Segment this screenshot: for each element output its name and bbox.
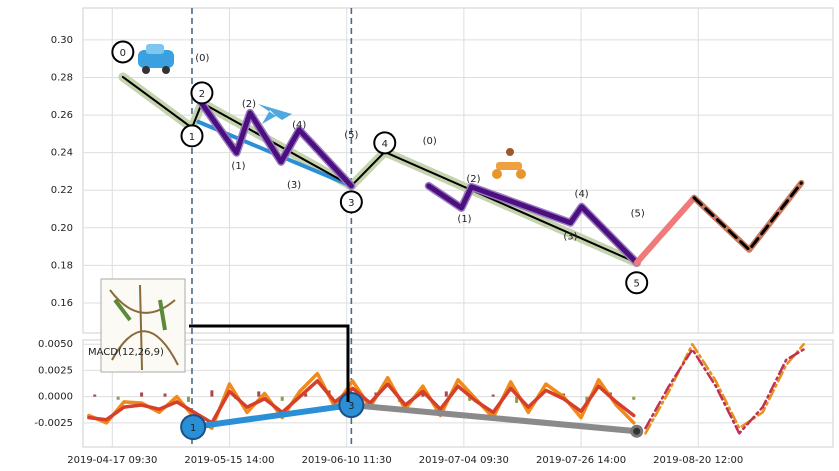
- x-tick-label: 2019-07-26 14:00: [536, 455, 626, 466]
- histogram-bar: [632, 396, 636, 400]
- macd-label: MACD(12,26,9): [88, 347, 164, 358]
- inset-image: [100, 278, 186, 373]
- histogram-bar: [280, 396, 284, 401]
- macd-line: [644, 342, 805, 435]
- wave-label: 5: [634, 279, 640, 290]
- histogram-bar: [444, 391, 448, 397]
- histogram-bar: [210, 390, 214, 397]
- wave-label: (0): [423, 136, 437, 147]
- x-tick-label: 2019-07-04 09:30: [419, 455, 509, 466]
- y-tick-label: 0.18: [51, 260, 73, 271]
- macd-line: [87, 379, 636, 425]
- wave-circle: [180, 124, 204, 148]
- x-tick-label: 2019-06-10 11:30: [302, 455, 392, 466]
- primary-wave: [121, 75, 638, 264]
- sub-wave: [426, 183, 640, 266]
- x-tick-label: 2019-05-15 14:00: [184, 455, 274, 466]
- histogram-bar: [515, 396, 519, 403]
- icons: [138, 44, 526, 179]
- y-tick-label: 0.0025: [38, 365, 73, 376]
- grid-layer: 0.30 0.28 0.26 0.24 0.22 0.20 0.18 0.16 0.0050 0.…: [34, 8, 833, 466]
- histogram-bar: [304, 393, 308, 397]
- histogram-bar: [186, 396, 190, 402]
- macd-wave: [348, 402, 640, 435]
- end-dot: [630, 424, 644, 438]
- forecast-dash: [692, 181, 803, 252]
- wave-circle: [338, 392, 365, 419]
- y-tick-label: 0.16: [51, 298, 73, 309]
- wave-circle: [180, 414, 207, 441]
- wave-label: 1: [190, 423, 196, 434]
- y-tick-label: 0.24: [51, 148, 73, 159]
- wave-label: (5): [631, 209, 645, 220]
- histogram-bar: [468, 396, 472, 401]
- wave-label: (4): [292, 120, 306, 131]
- macd-panel: [82, 339, 834, 448]
- wave-label: (0): [195, 53, 209, 64]
- price-panel: [82, 7, 834, 334]
- histogram-bar: [116, 396, 120, 400]
- wave-circle: [339, 190, 363, 214]
- wave-label: 4: [382, 139, 388, 150]
- wave-label: (1): [231, 161, 245, 172]
- wave-label: 3: [348, 401, 354, 412]
- wave-label: 2: [199, 89, 205, 100]
- wave-label: (2): [466, 174, 480, 185]
- wave-circle: [111, 40, 135, 64]
- y-tick-label: 0.0050: [38, 339, 73, 350]
- wave-label: (1): [457, 214, 471, 225]
- wave-label: 3: [348, 198, 354, 209]
- forecast-wave: [633, 194, 698, 266]
- y-tick-label: 0.28: [51, 73, 73, 84]
- macd-wave: [190, 402, 355, 431]
- connector: [189, 324, 350, 402]
- sub-wave: [198, 100, 354, 189]
- y-tick-label: 0.0000: [38, 392, 73, 403]
- wave-label: (5): [344, 130, 358, 141]
- histogram-bar: [491, 394, 495, 397]
- wave-label: (2): [242, 99, 256, 110]
- y-tick-label: 0.22: [51, 185, 73, 196]
- histogram-bar: [585, 396, 589, 402]
- histogram-bar: [257, 391, 261, 397]
- y-tick-label: 0.26: [51, 110, 73, 121]
- y-tick-label: -0.0025: [34, 418, 73, 429]
- wave-circle: [625, 271, 649, 295]
- x-tick-label: 2019-08-20 12:00: [653, 455, 743, 466]
- histogram-bar: [93, 394, 97, 397]
- wave-label: (3): [287, 180, 301, 191]
- wave-label: (3): [563, 232, 577, 243]
- wave-circle: [190, 81, 214, 105]
- mark-layer: 0 1 2 3 4 5 (0) (1) (2) (3) (4) (5) (0) (1) (2) (3) (4) (…: [87, 8, 805, 447]
- y-tick-label: 0.30: [51, 35, 73, 46]
- wave-circle: [373, 131, 397, 155]
- wave-label: 1: [189, 132, 195, 143]
- x-tick-label: 2019-04-17 09:30: [67, 455, 157, 466]
- histogram-bar: [421, 393, 425, 397]
- histogram-bar: [163, 393, 167, 397]
- wave-label: (4): [575, 189, 589, 200]
- macd-line: [644, 348, 805, 435]
- y-tick-label: 0.20: [51, 223, 73, 234]
- histogram-bar: [140, 392, 144, 397]
- wave-label: 0: [120, 48, 126, 59]
